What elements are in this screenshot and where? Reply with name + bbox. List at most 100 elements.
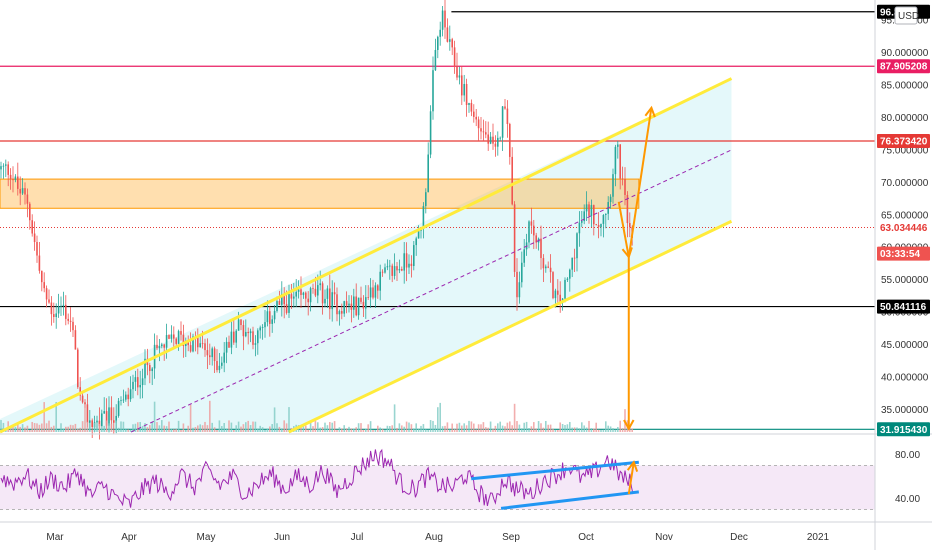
volume-bar [578,428,581,432]
level-label[interactable]: 76.373420 [877,134,930,149]
time-tick-label: Sep [502,532,520,543]
countdown-label[interactable]: 03:33:54 [877,246,930,261]
level-label-bg [877,422,930,437]
volume-bar [441,426,444,432]
candle-body [189,345,192,352]
level-label-bg [877,299,930,314]
volume-bar [420,425,422,432]
volume-bar [213,427,216,432]
candle-body [45,288,48,300]
volume-bar [98,423,101,432]
candle-body [482,131,485,133]
candle-body [319,283,321,286]
candle-body [554,290,557,299]
volume-bar [309,420,312,432]
candle-body [381,271,384,273]
volume-bar [26,425,29,432]
volume-bar [110,423,113,432]
volume-bar [93,423,96,432]
volume-bar [451,423,453,432]
volume-bar [276,423,278,432]
price-series [0,0,633,440]
volume-bar [434,424,437,432]
candle-body [547,266,549,268]
candle-body [261,327,264,328]
candle-body [557,290,559,295]
candle-body [573,257,576,259]
candle-body [230,331,233,348]
volume-bar [338,427,341,432]
volume-bar [321,427,324,432]
volume-bar [513,403,516,432]
volume-bar [261,427,264,432]
rsi-tick-label: 40.00 [895,494,920,505]
price-tick-label: 35.000000 [881,405,929,416]
volume-bar [249,425,252,432]
candle-body [149,365,151,372]
volume-bar [333,421,336,432]
volume-bar [444,425,446,432]
candle-body [19,188,21,194]
candle-body [480,128,482,132]
candle-body [125,394,127,400]
volume-bar [497,423,499,432]
candle-body [429,111,432,155]
volume-bar [21,424,24,432]
volume-bar [223,423,225,432]
projection-arrow [627,107,653,258]
volume-bar [269,426,271,432]
candle-body [336,294,338,315]
candle-body [511,156,513,205]
candle-body [413,245,415,267]
currency-badge[interactable]: USD [894,6,919,25]
level-label[interactable]: 87.905208 [877,59,930,74]
candle-body [614,146,617,175]
volume-bar [209,400,211,432]
candle-body [456,66,458,78]
volume-bar [48,420,50,432]
volume-bar [492,428,494,432]
level-label[interactable]: 50.841116 [877,299,930,314]
candle-body [434,49,437,71]
volume-bar [489,421,492,432]
volume-bar [345,428,348,432]
volume-bar [468,420,470,432]
volume-bar [588,420,590,432]
candle-body [365,297,367,309]
candle-body [245,331,247,337]
volume-bar [211,422,213,432]
candle-body [41,270,43,283]
candle-body [504,106,506,109]
candle-body [408,263,410,268]
volume-bar [127,429,129,432]
volume-bar [437,407,439,432]
candle-body [86,404,89,423]
volume-bar [504,426,506,432]
volume-bar [180,429,182,432]
level-labels[interactable]: 96.3 87.905208 76.373420 63.034446 50.841116… [877,4,930,437]
level-label-text: 31.915430 [880,425,928,436]
volume-bar [17,422,19,432]
level-label[interactable]: 31.915430 [877,422,930,437]
volume-bar [233,429,235,432]
candle-body [353,296,355,310]
candle-body [295,291,297,297]
candle-body [497,137,499,147]
price-tick-label: 45.000000 [881,340,929,351]
volume-bar [429,420,432,432]
candle-body [24,188,26,195]
candle-body [357,297,360,316]
candle-body [5,164,7,166]
volume-bar [343,425,345,432]
volume-bar [55,402,57,432]
level-label[interactable]: 63.034446 [877,220,930,235]
level-label-text: 63.034446 [880,223,928,234]
candle-body [333,292,336,295]
volume-bar [132,424,134,432]
volume-bar [573,427,576,432]
volume-bar [86,421,89,432]
volume-bar [144,423,146,432]
volume-bar [473,423,475,432]
volume-bar [590,428,593,432]
